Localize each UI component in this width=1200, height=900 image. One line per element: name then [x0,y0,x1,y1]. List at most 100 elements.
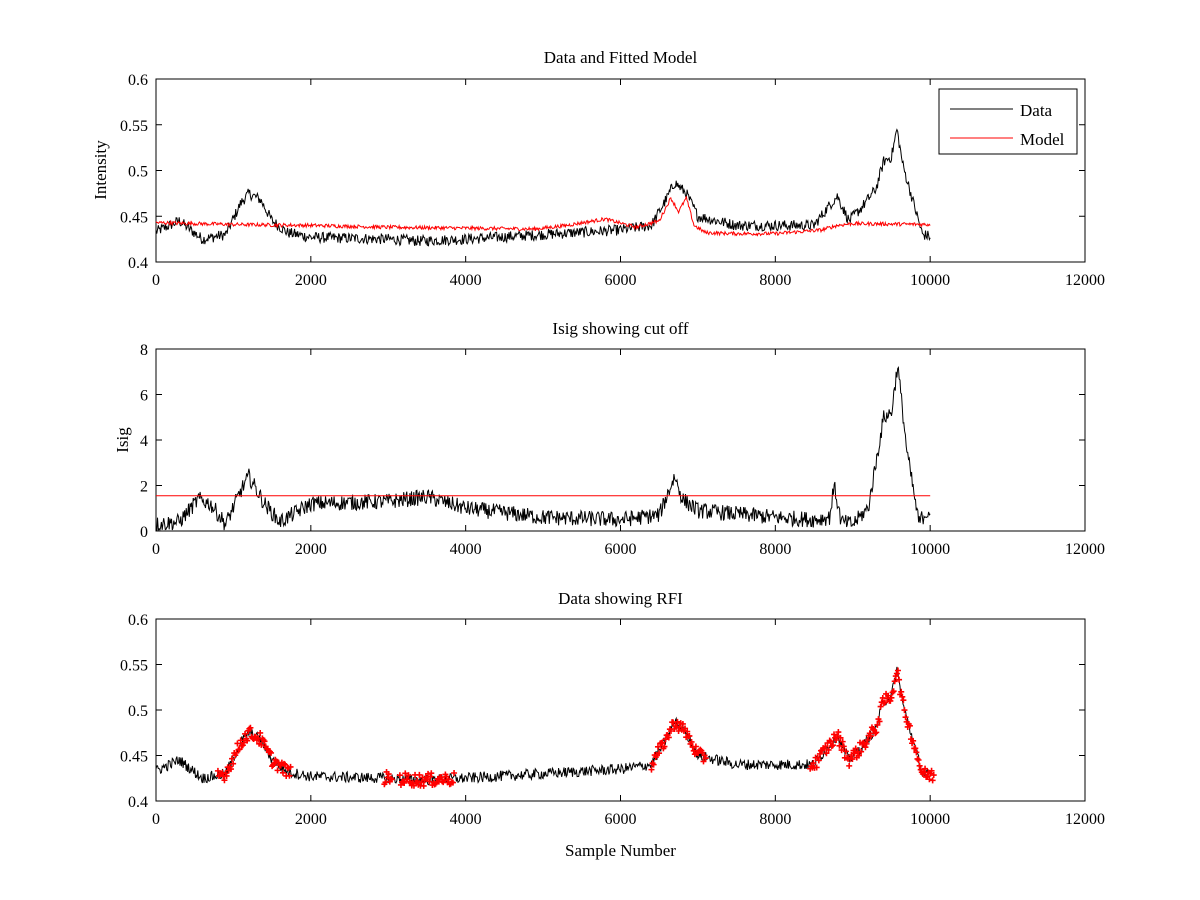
rfi-marker [927,770,934,777]
rfi-marker [702,755,709,762]
rfi-marker [822,743,829,750]
panel-3-rfi-markers [214,667,937,789]
rfi-marker [835,729,842,736]
rfi-marker [849,756,856,763]
panel-1-line-model [155,196,931,237]
rfi-marker [662,736,669,743]
rfi-marker [899,693,906,700]
rfi-marker [274,767,281,774]
rfi-marker [690,747,697,754]
rfi-marker [396,772,403,779]
rfi-marker [258,741,265,748]
rfi-marker [679,720,686,727]
rfi-marker [926,776,933,783]
rfi-marker [816,750,823,757]
rfi-marker [445,776,452,783]
rfi-marker [240,739,247,746]
rfi-marker [914,755,921,762]
rfi-marker [813,764,820,771]
rfi-marker [405,772,412,779]
rfi-marker [848,752,855,759]
rfi-marker [929,777,936,784]
rfi-marker [860,739,867,746]
rfi-marker [268,749,275,756]
rfi-marker [247,724,254,731]
rfi-marker [420,782,427,789]
x-tick-label: 8000 [759,272,791,289]
rfi-marker [401,779,408,786]
rfi-marker [441,777,448,784]
rfi-marker [261,738,268,745]
rfi-marker [665,734,672,741]
y-tick-label: 8 [140,342,148,359]
rfi-marker [823,750,830,757]
rfi-marker [654,743,661,750]
rfi-marker [901,707,908,714]
rfi-marker [661,743,668,750]
rfi-marker [913,749,920,756]
x-tick-label: 0 [152,541,160,558]
rfi-marker [237,737,244,744]
rfi-marker [864,736,871,743]
rfi-marker [684,728,691,735]
panel-2-plot: 0 2000 4000 6000 8000 10000 12000 0 2 4 6 8 [140,342,1105,558]
rfi-marker [852,745,859,752]
rfi-marker [872,730,879,737]
x-tick-label: 12000 [1065,811,1105,828]
rfi-marker [846,762,853,769]
y-tick-label: 0.45 [120,209,148,226]
panel-2-line-series-1 [155,366,931,532]
rfi-marker [451,770,458,777]
rfi-marker [842,748,849,755]
rfi-marker [890,688,897,695]
panel-3-plot: 0 2000 4000 6000 8000 10000 12000 0.4 0.45 0.5 0.5… [120,612,1105,828]
x-tick-label: 2000 [295,541,327,558]
rfi-marker [815,757,822,764]
rfi-marker [242,730,249,737]
panel-1-plot: 0 2000 4000 6000 8000 10000 12000 0.4 0.45 0.5 0.5… [120,72,1105,289]
panel-3-line-series-1 [155,666,931,786]
rfi-marker [387,775,394,782]
rfi-marker [826,737,833,744]
rfi-marker [449,779,456,786]
rfi-marker [837,734,844,741]
y-tick-label: 0.6 [128,612,148,629]
rfi-marker [867,733,874,740]
legend-box [938,88,1078,155]
x-tick-label: 12000 [1065,272,1105,289]
rfi-marker [844,754,851,761]
rfi-marker [885,692,892,699]
y-tick-label: 0.55 [120,118,148,135]
rfi-marker [428,770,435,777]
y-tick-label: 4 [140,433,148,450]
rfi-marker [287,763,294,770]
rfi-marker [922,765,929,772]
rfi-marker [863,740,870,747]
rfi-marker [246,725,253,732]
panel-2-title: Isig showing cut off [552,319,688,338]
rfi-marker [858,748,865,755]
rfi-marker [388,776,395,783]
x-tick-label: 0 [152,272,160,289]
rfi-marker [877,703,884,710]
y-tick-label: 6 [140,388,148,405]
x-tick-label: 4000 [450,272,482,289]
rfi-marker [810,760,817,767]
rfi-marker [286,772,293,779]
panel-1-line-data [155,128,931,247]
panel-3-title: Data showing RFI [558,589,683,608]
x-tick-label: 4000 [450,811,482,828]
rfi-marker [648,766,655,773]
rfi-marker [881,699,888,706]
legend: Data Model [938,88,1078,155]
rfi-marker [930,772,937,779]
rfi-marker [427,773,434,780]
rfi-marker [227,766,234,773]
y-tick-label: 2 [140,479,148,496]
y-tick-label: 0.5 [128,703,148,720]
rfi-marker [912,745,919,752]
rfi-marker [416,771,423,778]
rfi-marker [906,722,913,729]
rfi-marker [675,728,682,735]
